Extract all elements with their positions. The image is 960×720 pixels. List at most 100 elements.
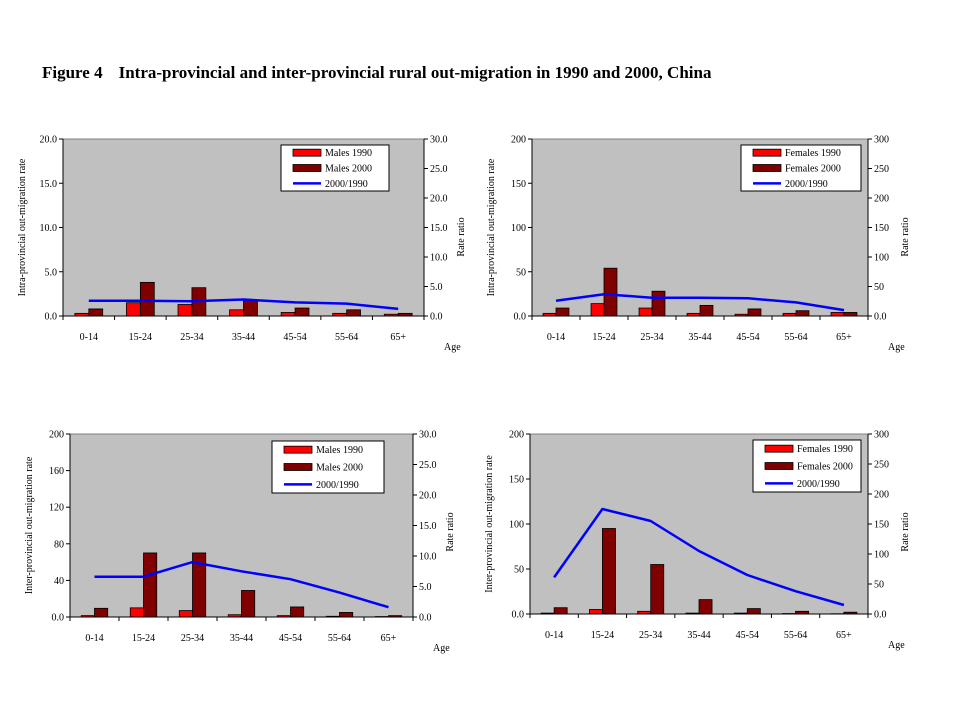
y2-tick-label: 25.0 (419, 460, 437, 471)
y2-tick-label: 150 (874, 223, 889, 234)
x-tick-label: 45-54 (283, 332, 306, 343)
y2-tick-label: 250 (874, 164, 889, 175)
legend-label: Males 1990 (316, 445, 363, 456)
y2-tick-label: 20.0 (430, 194, 448, 205)
legend-label: 2000/1990 (316, 480, 359, 491)
x-tick-label: 25-34 (181, 633, 204, 644)
y-tick-label: 0.0 (514, 312, 527, 323)
y-tick-label: 100 (511, 223, 526, 234)
y-tick-label: 0.0 (52, 613, 65, 624)
bar (746, 608, 761, 615)
y2-tick-label: 200 (874, 490, 889, 501)
y-axis-title: Intra-provincial out-migration rate (17, 158, 28, 296)
x-tick-label: 65+ (836, 332, 852, 343)
y-tick-label: 15.0 (40, 179, 58, 190)
y2-tick-label: 250 (874, 460, 889, 471)
y2-axis-title: Rate ratio (900, 217, 911, 256)
x-tick-label: 15-24 (129, 332, 152, 343)
x-tick-label: 15-24 (592, 332, 615, 343)
x-tick-label: 35-44 (688, 332, 711, 343)
bar (650, 564, 665, 615)
x-axis-title: Age (888, 640, 905, 651)
y-tick-label: 5.0 (45, 267, 58, 278)
y2-tick-label: 50 (874, 580, 884, 591)
legend-swatch (283, 445, 313, 454)
x-tick-label: 15-24 (132, 633, 155, 644)
x-tick-label: 35-44 (230, 633, 253, 644)
y2-tick-label: 100 (874, 550, 889, 561)
y-tick-label: 160 (49, 466, 64, 477)
legend-label: 2000/1990 (797, 479, 840, 490)
figure-title-text: Intra-provincial and inter-provincial ru… (118, 63, 712, 82)
y-tick-label: 150 (511, 179, 526, 190)
legend-label: Females 1990 (797, 444, 853, 455)
legend-swatch (764, 462, 794, 470)
figure-number: Figure 4 (42, 63, 103, 82)
y2-tick-label: 0.0 (874, 610, 887, 621)
y2-axis-title: Rate ratio (445, 512, 456, 551)
y-tick-label: 10.0 (40, 223, 58, 234)
x-tick-label: 45-54 (736, 630, 759, 641)
y2-tick-label: 300 (874, 135, 889, 146)
y-axis-title: Intra-provincial out-migration rate (486, 158, 497, 296)
bar (588, 609, 603, 615)
x-tick-label: 45-54 (279, 633, 302, 644)
legend-label: Females 2000 (785, 164, 841, 175)
y-tick-label: 120 (49, 503, 64, 514)
y-tick-label: 40 (54, 576, 64, 587)
legend-label: Females 2000 (797, 462, 853, 473)
x-tick-label: 25-34 (640, 332, 663, 343)
x-tick-label: 55-64 (328, 633, 351, 644)
x-tick-label: 55-64 (335, 332, 358, 343)
legend-swatch (283, 463, 313, 471)
y2-tick-label: 10.0 (430, 253, 448, 264)
y2-tick-label: 150 (874, 520, 889, 531)
x-tick-label: 0-14 (85, 633, 103, 644)
y-tick-label: 200 (509, 430, 524, 441)
y-tick-label: 200 (49, 430, 64, 441)
y-axis-title: Inter-provincial out-migration rate (24, 456, 35, 594)
y2-tick-label: 30.0 (419, 430, 437, 441)
series-line (553, 507, 845, 607)
legend-label: 2000/1990 (785, 179, 828, 190)
y-tick-label: 150 (509, 475, 524, 486)
x-tick-label: 15-24 (591, 630, 614, 641)
y2-tick-label: 0.0 (430, 312, 443, 323)
x-tick-label: 55-64 (784, 630, 807, 641)
y2-tick-label: 0.0 (874, 312, 887, 323)
legend-swatch (764, 444, 794, 453)
y2-axis-title: Rate ratio (900, 512, 911, 551)
y2-tick-label: 25.0 (430, 164, 448, 175)
legend-swatch (292, 148, 322, 157)
bar (698, 599, 713, 615)
y2-tick-label: 5.0 (430, 282, 443, 293)
x-axis-title: Age (888, 342, 905, 353)
x-axis-title: Age (433, 643, 450, 654)
series-line (555, 292, 845, 312)
y2-tick-label: 0.0 (419, 613, 432, 624)
y2-tick-label: 15.0 (430, 223, 448, 234)
y-axis-title: Inter-provincial out-migration rate (484, 455, 495, 593)
y-tick-label: 100 (509, 520, 524, 531)
x-tick-label: 0-14 (545, 630, 563, 641)
x-tick-label: 35-44 (232, 332, 255, 343)
y-tick-label: 200 (511, 135, 526, 146)
legend-label: Females 1990 (785, 148, 841, 159)
x-tick-label: 65+ (836, 630, 852, 641)
x-tick-label: 0-14 (80, 332, 98, 343)
y-tick-label: 50 (516, 267, 526, 278)
x-tick-label: 45-54 (736, 332, 759, 343)
x-tick-label: 0-14 (547, 332, 565, 343)
y-tick-label: 0.0 (45, 312, 58, 323)
y2-tick-label: 5.0 (419, 582, 432, 593)
x-tick-label: 25-34 (180, 332, 203, 343)
y-tick-label: 20.0 (40, 135, 58, 146)
series-line (94, 560, 389, 609)
y2-tick-label: 30.0 (430, 135, 448, 146)
x-tick-label: 65+ (381, 633, 397, 644)
series-line (88, 298, 399, 311)
y2-tick-label: 15.0 (419, 521, 437, 532)
